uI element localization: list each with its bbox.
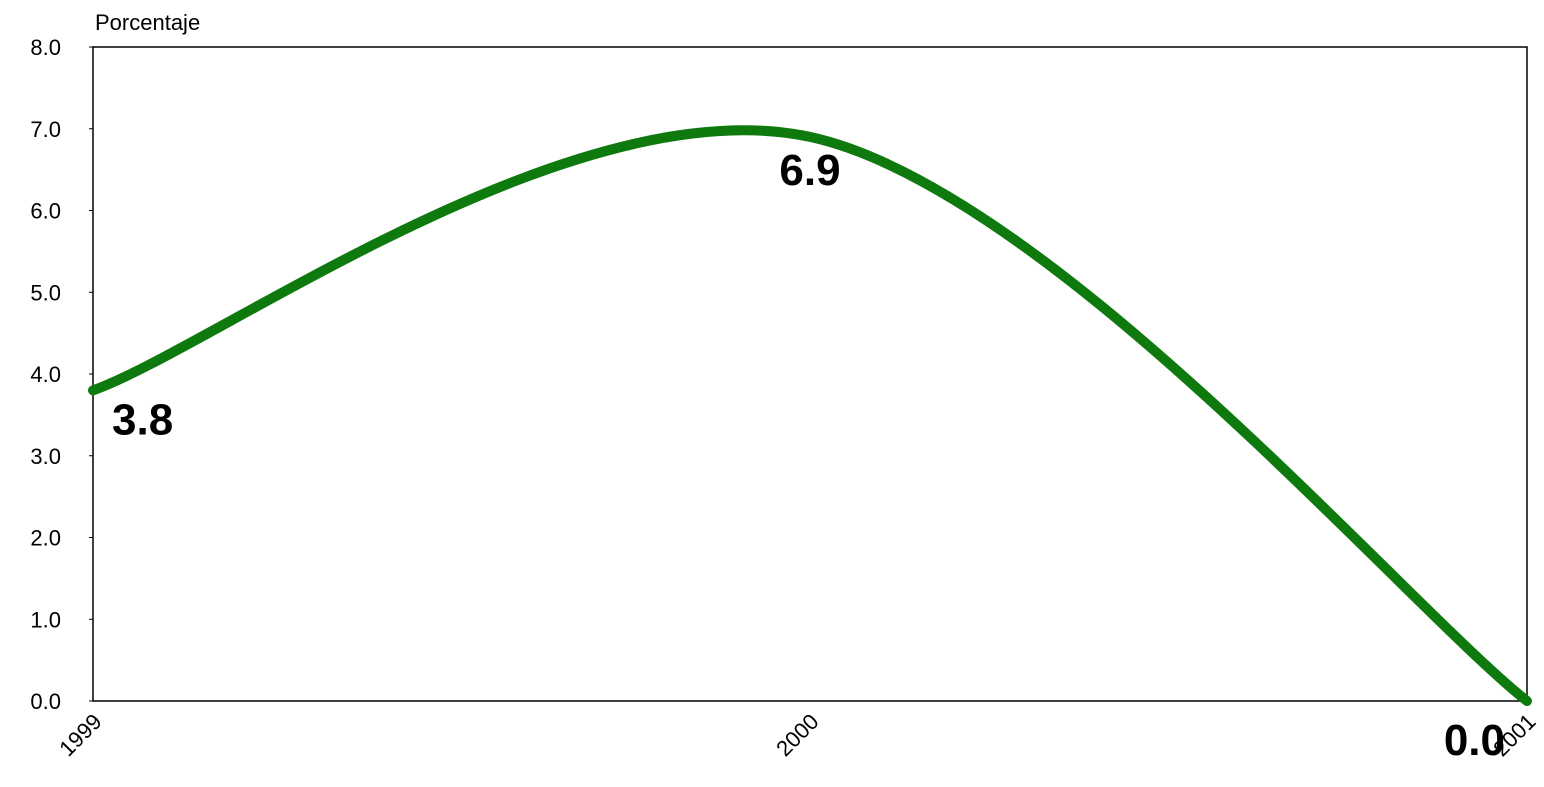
value-label: 0.0 (1444, 716, 1505, 765)
y-tick-label: 5.0 (30, 280, 61, 305)
y-tick-label: 2.0 (30, 526, 61, 551)
y-tick-label: 7.0 (30, 117, 61, 142)
y-axis-label: Porcentaje (95, 10, 200, 35)
x-tick-label: 2000 (771, 709, 823, 761)
y-tick-label: 0.0 (30, 689, 61, 714)
y-tick-label: 4.0 (30, 362, 61, 387)
y-tick-label: 3.0 (30, 444, 61, 469)
value-label: 3.8 (112, 395, 173, 444)
y-tick-label: 6.0 (30, 199, 61, 224)
y-tick-label: 1.0 (30, 607, 61, 632)
line (88, 125, 1532, 706)
y-tick-label: 8.0 (30, 35, 61, 60)
x-tick-label: 1999 (54, 709, 106, 761)
value-label: 6.9 (779, 146, 840, 195)
